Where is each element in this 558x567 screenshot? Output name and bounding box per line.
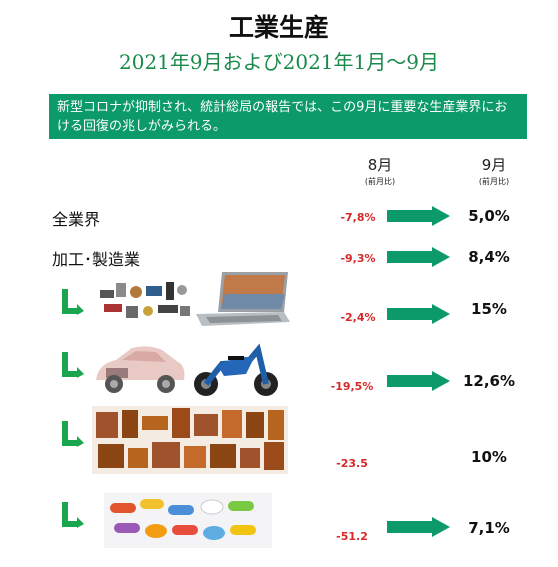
right-arrow-icon bbox=[387, 206, 450, 226]
right-arrow-icon bbox=[387, 517, 450, 537]
row-september-value: 10% bbox=[471, 448, 507, 466]
page-title: 工業生産 bbox=[228, 13, 329, 42]
column-note-august: (前月比) bbox=[364, 177, 396, 186]
right-arrow-icon bbox=[387, 304, 450, 324]
row-august-value: -7,8% bbox=[340, 211, 376, 224]
row-september-value: 7,1% bbox=[468, 519, 510, 537]
row-september-value: 8,4% bbox=[468, 248, 510, 266]
sub-item-connector-icon bbox=[62, 502, 84, 528]
medicine-pills-image bbox=[104, 493, 272, 548]
electronic-components-image bbox=[98, 278, 193, 323]
row-august-value: -23.5 bbox=[336, 457, 368, 470]
laptop-image bbox=[192, 268, 292, 330]
motorcycle-image bbox=[188, 340, 284, 400]
column-header-september: 9月 (前月比) bbox=[464, 154, 524, 187]
row-august-value: -9,3% bbox=[340, 252, 376, 265]
car-cutaway-image bbox=[92, 340, 188, 400]
row-september-value: 15% bbox=[471, 300, 507, 318]
sub-item-connector-icon bbox=[62, 289, 84, 315]
right-arrow-icon bbox=[387, 371, 450, 391]
row-august-value: -19,5% bbox=[330, 380, 374, 393]
row-label-all-industries: 全業界 bbox=[52, 210, 101, 229]
row-september-value: 12,6% bbox=[462, 372, 516, 390]
summary-banner: 新型コロナが抑制され、統計総局の報告では、この9月に重要な生産業界における回復の… bbox=[49, 94, 527, 139]
column-header-august: 8月 (前月比) bbox=[350, 154, 410, 187]
column-month-september: 9月 bbox=[481, 156, 507, 174]
row-label-manufacturing: 加工･製造業 bbox=[52, 250, 141, 269]
row-august-value: -2,4% bbox=[340, 311, 376, 324]
row-august-value: -51.2 bbox=[336, 530, 368, 543]
page-subtitle: 2021年9月および2021年1月～9月 bbox=[119, 50, 439, 74]
sub-item-connector-icon bbox=[62, 421, 84, 447]
row-september-value: 5,0% bbox=[468, 207, 510, 225]
column-month-august: 8月 bbox=[367, 156, 393, 174]
sub-item-connector-icon bbox=[62, 352, 84, 378]
column-note-september: (前月比) bbox=[478, 177, 510, 186]
wooden-furniture-image bbox=[92, 406, 288, 474]
right-arrow-icon bbox=[387, 247, 450, 267]
